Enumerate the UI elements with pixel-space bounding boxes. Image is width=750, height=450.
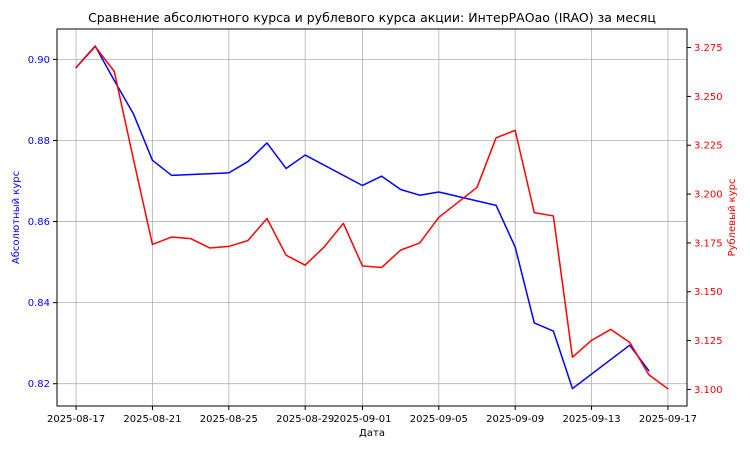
y-axis-left: 0.82 0.84 0.86 0.88 0.90 <box>28 55 57 390</box>
x-tick-label: 2025-09-13 <box>562 414 620 425</box>
chart-title: Сравнение абсолютного курса и рублевого … <box>88 10 656 25</box>
series-line-absolute <box>75 45 650 390</box>
y-right-tick-label: 3.225 <box>694 141 723 152</box>
y-right-tick-label: 3.275 <box>694 43 723 54</box>
series-layer <box>75 45 669 390</box>
x-axis-label: Дата <box>359 428 385 439</box>
y-right-tick-label: 3.100 <box>694 385 723 396</box>
y-axis-right: 3.100 3.125 3.150 3.175 3.200 3.225 3.250 3.275 <box>687 43 723 396</box>
y-left-tick-label: 0.86 <box>28 217 50 228</box>
series-line-ruble <box>75 45 669 390</box>
y-axis-right-label: Рублевый курс <box>727 179 738 257</box>
x-tick-label: 2025-08-17 <box>47 414 105 425</box>
y-left-tick-label: 0.88 <box>28 136 50 147</box>
y-left-tick-label: 0.90 <box>28 55 50 66</box>
x-tick-label: 2025-08-21 <box>123 414 181 425</box>
y-right-tick-label: 3.150 <box>694 287 723 298</box>
plot-frame <box>56 28 688 407</box>
y-right-tick-label: 3.250 <box>694 92 723 103</box>
y-left-tick-label: 0.84 <box>28 298 50 309</box>
x-tick-label: 2025-08-29 <box>276 414 334 425</box>
x-tick-label: 2025-09-05 <box>410 414 468 425</box>
y-right-tick-label: 3.175 <box>694 238 723 249</box>
y-right-tick-label: 3.125 <box>694 336 723 347</box>
x-tick-label: 2025-09-09 <box>486 414 544 425</box>
y-axis-left-label: Абсолютный курс <box>11 171 22 264</box>
x-tick-label: 2025-09-17 <box>639 414 697 425</box>
y-left-tick-label: 0.82 <box>28 379 50 390</box>
x-axis: 2025-08-17 2025-08-21 2025-08-25 2025-08-29… <box>47 406 697 425</box>
x-tick-label: 2025-09-01 <box>333 414 391 425</box>
x-tick-label: 2025-08-25 <box>200 414 258 425</box>
y-right-tick-label: 3.200 <box>694 190 723 201</box>
